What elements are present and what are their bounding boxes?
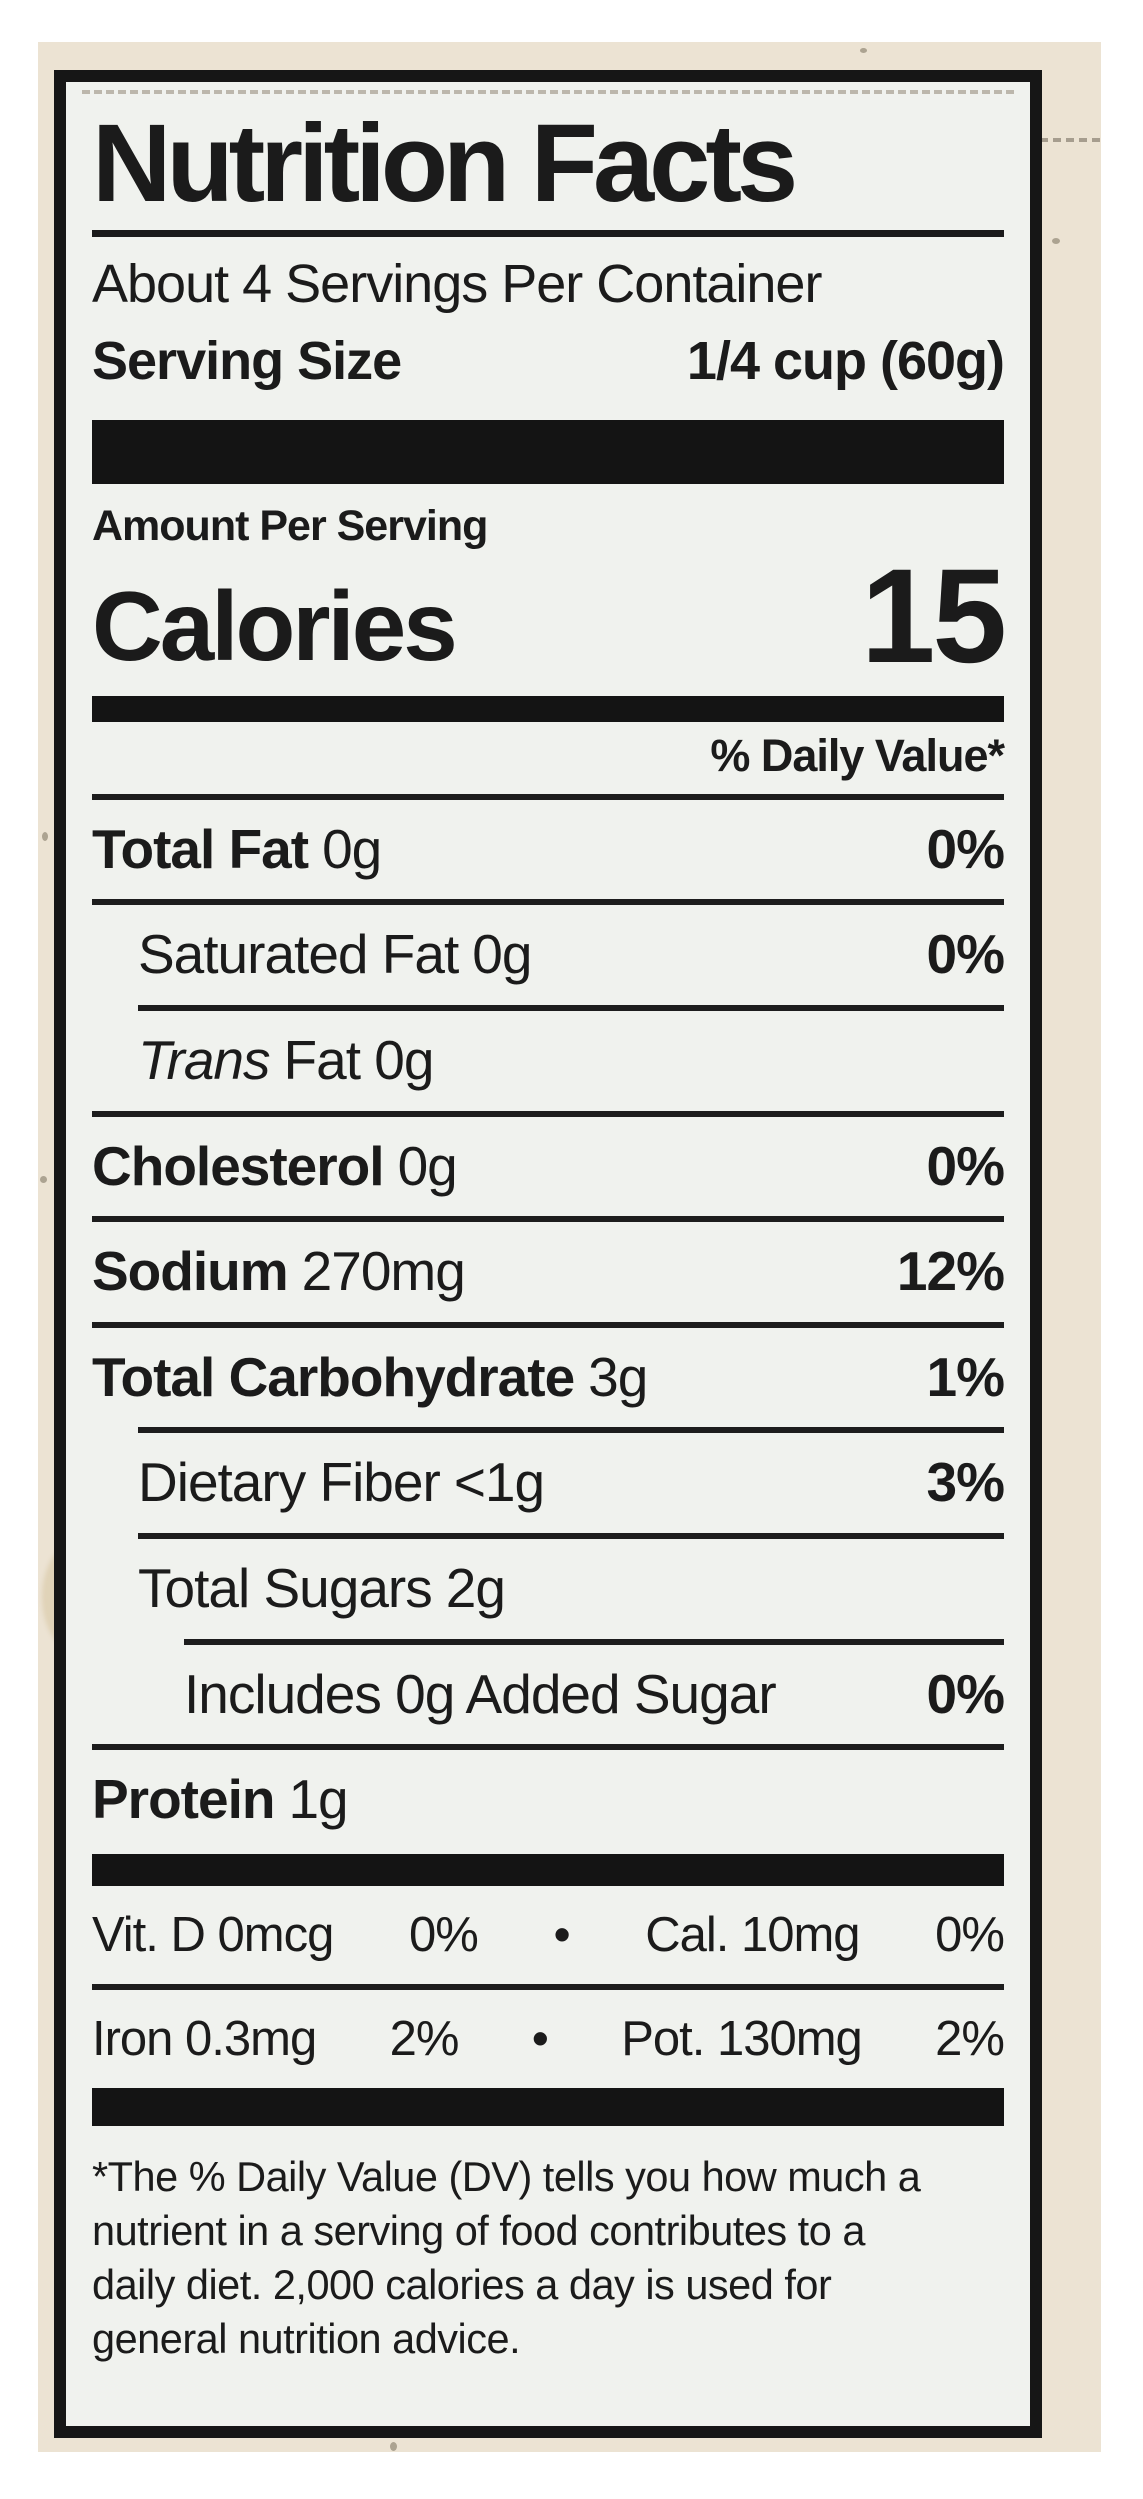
nutrient-name: Dietary Fiber [138,1451,441,1514]
nutrient-name: Protein [92,1768,275,1831]
divider [138,1005,1004,1012]
divider [92,1321,1004,1328]
thick-divider [92,2088,1004,2127]
divider [92,1744,1004,1751]
calories-row: Calories 15 [92,541,1007,691]
micronutrient-name: Vit. D 0mcg [92,1907,334,1962]
photo-speck [42,832,48,841]
nutrition-facts-label: Nutrition Facts About 4 Servings Per Con… [54,70,1042,2438]
nutrient-amount: <1g [453,1451,545,1514]
nutrient-row-sodium: Sodium 270mg 12% [92,1222,1005,1322]
nutrient-row-cholesterol: Cholesterol 0g 0% [92,1117,1005,1217]
nutrient-daily-value: 1% [926,1345,1005,1408]
divider [92,793,1004,800]
daily-value-footnote: *The % Daily Value (DV) tells you how mu… [92,2150,1004,2366]
photo-speck [1052,238,1060,244]
nutrient-name: Total Carbohydrate [92,1345,575,1408]
nutrient-row-added-sugar: Includes 0g Added Sugar 0% [92,1645,1005,1745]
nutrient-amount: 0g [322,817,382,880]
amount-per-serving: Amount Per Serving [92,501,488,550]
footnote-line: daily diet. 2,000 calories a day is used… [92,2261,832,2309]
micronutrient-daily-value: 0% [408,1907,479,1962]
nutrient-amount: 270mg [301,1240,466,1303]
bullet-separator: • [531,2012,549,2067]
photo-speck [860,48,867,53]
nutrient-row-saturated-fat: Saturated Fat 0g 0% [92,905,1005,1005]
footnote-line: *The % Daily Value (DV) tells you how mu… [92,2153,921,2201]
nutrient-name: Cholesterol [92,1134,385,1197]
nutrient-name: Total Sugars [138,1557,433,1620]
micronutrient-daily-value: 2% [935,2012,1005,2067]
nutrient-daily-value: 12% [896,1240,1005,1303]
micronutrient-row-vitd-calcium: Vit. D 0mcg 0% • Cal. 10mg 0% [92,1886,1005,1984]
thick-divider [92,695,1004,722]
nutrient-amount: 1g [288,1768,348,1831]
calories-label: Calories [92,570,458,681]
nutrient-row-trans-fat: Trans Fat 0g [92,1011,1004,1111]
thick-divider [92,1853,1004,1886]
divider [92,1110,1004,1117]
perforation-line [82,90,1014,94]
divider [92,229,1004,237]
divider [92,1216,1004,1223]
nutrient-daily-value: 0% [926,923,1005,986]
nutrient-row-total-carbohydrate: Total Carbohydrate 3g 1% [92,1328,1005,1428]
nutrient-amount: 3g [588,1345,648,1408]
servings-per-container: About 4 Servings Per Container [92,253,822,314]
nutrient-name: Trans [138,1029,271,1092]
nutrient-name: Includes 0g Added Sugar [184,1662,777,1725]
label-title: Nutrition Facts [92,102,798,225]
nutrient-daily-value: 3% [926,1451,1005,1514]
micronutrient-daily-value: 0% [935,1907,1005,1962]
footnote-line: nutrient in a serving of food contribute… [92,2207,865,2255]
photo-speck [40,1176,47,1183]
divider [138,1533,1004,1540]
nutrient-daily-value: 0% [926,1662,1005,1725]
micronutrient-row-iron-potassium: Iron 0.3mg 2% • Pot. 130mg 2% [92,1990,1005,2088]
nutrient-amount: Fat 0g [283,1029,435,1092]
calories-value: 15 [860,541,1007,691]
thick-divider [92,419,1004,484]
nutrient-name: Sodium [92,1240,289,1303]
nutrient-amount: 0g [472,923,532,986]
divider [92,899,1004,906]
micronutrient-name: Iron 0.3mg [92,2012,317,2067]
nutrient-daily-value: 0% [926,817,1005,880]
nutrient-row-dietary-fiber: Dietary Fiber <1g 3% [92,1433,1005,1533]
micronutrient-name: Cal. 10mg [645,1907,860,1962]
divider [138,1427,1004,1434]
nutrient-amount: 0g [397,1134,458,1197]
serving-size-value: 1/4 cup (60g) [686,331,1005,392]
divider [184,1638,1004,1645]
nutrient-row-total-sugars: Total Sugars 2g [92,1539,1004,1639]
serving-size-label: Serving Size [92,331,402,392]
bullet-separator: • [553,1907,570,1962]
package-photo-background: Nutrition Facts About 4 Servings Per Con… [38,42,1101,2452]
nutrient-daily-value: 0% [926,1134,1005,1197]
footnote-line: general nutrition advice. [92,2315,521,2363]
divider [92,1984,1004,1991]
perforation-line [1040,138,1100,142]
photo-speck [390,2442,397,2451]
nutrient-name: Total Fat [92,817,309,880]
daily-value-header: % Daily Value* [710,729,1005,781]
serving-size-row: Serving Size 1/4 cup (60g) [92,328,1005,396]
nutrient-row-total-fat: Total Fat 0g 0% [92,800,1005,900]
nutrient-name: Saturated Fat [138,923,459,986]
nutrient-amount: 2g [445,1557,506,1620]
micronutrient-name: Pot. 130mg [621,2012,863,2067]
nutrient-row-protein: Protein 1g [92,1750,1004,1850]
micronutrient-daily-value: 2% [389,2012,460,2067]
